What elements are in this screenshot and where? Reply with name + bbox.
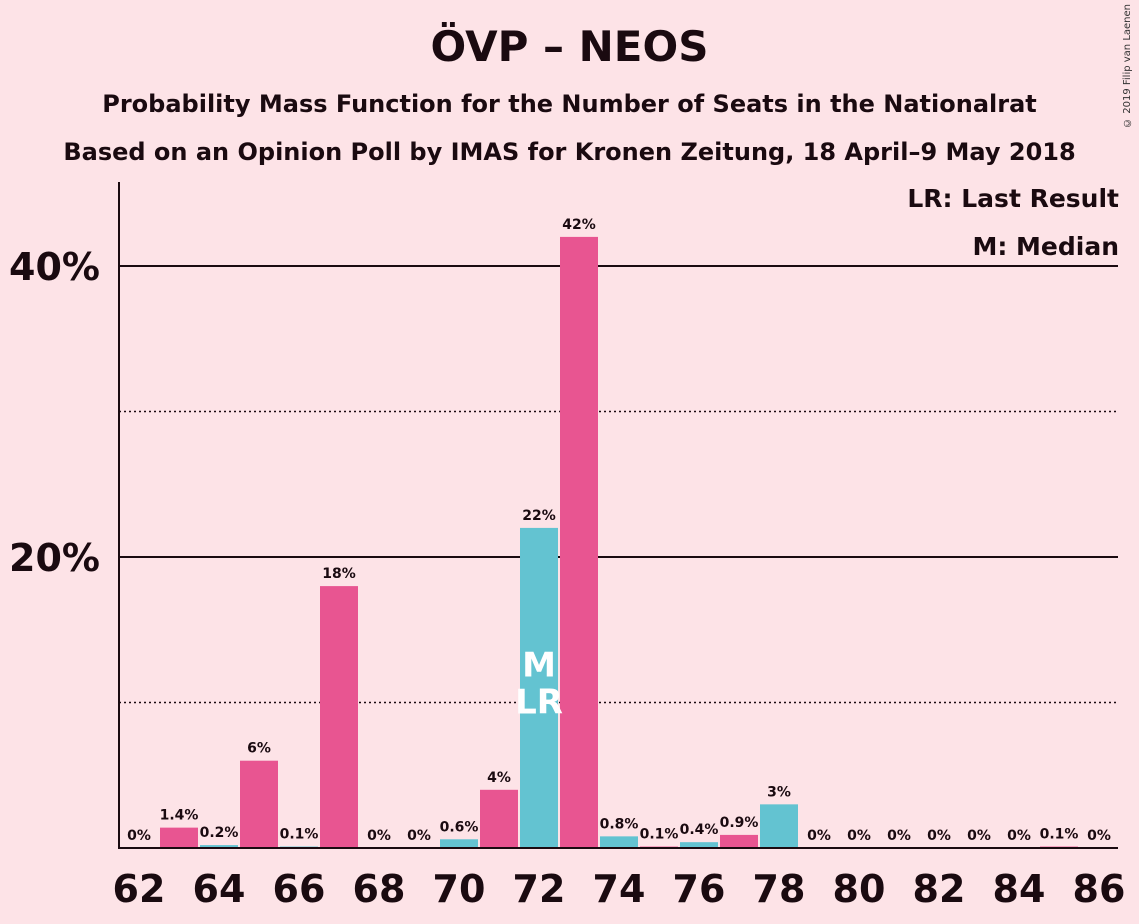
last-result-marker: LR [515, 683, 563, 723]
bar-value-label: 1.4% [160, 808, 199, 824]
bar-seat-63 [160, 827, 198, 848]
x-tick-label: 76 [673, 867, 726, 911]
x-tick-label: 72 [513, 867, 566, 911]
x-tick-label: 86 [1073, 867, 1126, 911]
bar-value-label: 0% [127, 828, 151, 844]
bar-value-label: 0.8% [600, 816, 639, 832]
x-tick-label: 80 [833, 867, 886, 911]
bar-value-label: 0% [967, 828, 991, 844]
x-tick-label: 70 [433, 867, 486, 911]
bar-seat-73 [560, 236, 598, 848]
bar-seat-67 [320, 586, 358, 848]
bar-value-label: 0% [927, 828, 951, 844]
x-tick-label: 82 [913, 867, 966, 911]
bar-value-label: 0.1% [1040, 827, 1079, 843]
bar-value-label: 4% [487, 770, 511, 786]
bar-value-label: 3% [767, 784, 791, 800]
bar-value-label: 0.9% [720, 815, 759, 831]
bar-value-label: 0.1% [640, 827, 679, 843]
bar-seat-71 [480, 789, 518, 848]
bar-seat-64 [200, 845, 238, 848]
median-marker: M [522, 646, 556, 686]
y-tick-label: 40% [9, 245, 100, 289]
bar-value-label: 0% [807, 828, 831, 844]
y-tick-label: 20% [9, 536, 100, 580]
bar-value-label: 0.6% [440, 819, 479, 835]
bar-value-label: 22% [522, 508, 556, 524]
bar-seat-65 [240, 760, 278, 848]
chart-subtitle-2: Based on an Opinion Poll by IMAS for Kro… [63, 138, 1076, 166]
x-tick-label: 64 [193, 867, 246, 911]
bar-value-label: 0% [1087, 828, 1111, 844]
x-tick-label: 78 [753, 867, 806, 911]
bar-value-label: 0.4% [680, 822, 719, 838]
bar-seat-72 [520, 527, 558, 848]
x-tick-label: 84 [993, 867, 1046, 911]
chart-title: ÖVP – NEOS [430, 22, 709, 71]
bar-value-label: 0.2% [200, 825, 239, 841]
x-tick-label: 62 [113, 867, 166, 911]
chart-subtitle-1: Probability Mass Function for the Number… [102, 90, 1037, 118]
bar-value-label: 0% [367, 828, 391, 844]
bar-value-label: 0% [407, 828, 431, 844]
bar-value-label: 18% [322, 566, 356, 582]
bar-value-label: 6% [247, 741, 271, 757]
x-tick-label: 68 [353, 867, 406, 911]
bar-value-label: 0% [1007, 828, 1031, 844]
bar-value-label: 0% [847, 828, 871, 844]
bar-seat-70 [440, 839, 478, 848]
bar-value-label: 42% [562, 217, 596, 233]
bar-value-label: 0.1% [280, 827, 319, 843]
x-tick-label: 74 [593, 867, 646, 911]
bar-seat-74 [600, 836, 638, 848]
bar-seat-76 [680, 842, 718, 848]
legend-last-result: LR: Last Result [907, 184, 1119, 213]
bar-seat-77 [720, 834, 758, 848]
bar-seat-78 [760, 804, 798, 848]
x-tick-label: 66 [273, 867, 326, 911]
legend-median: M: Median [972, 232, 1119, 261]
bar-value-label: 0% [887, 828, 911, 844]
